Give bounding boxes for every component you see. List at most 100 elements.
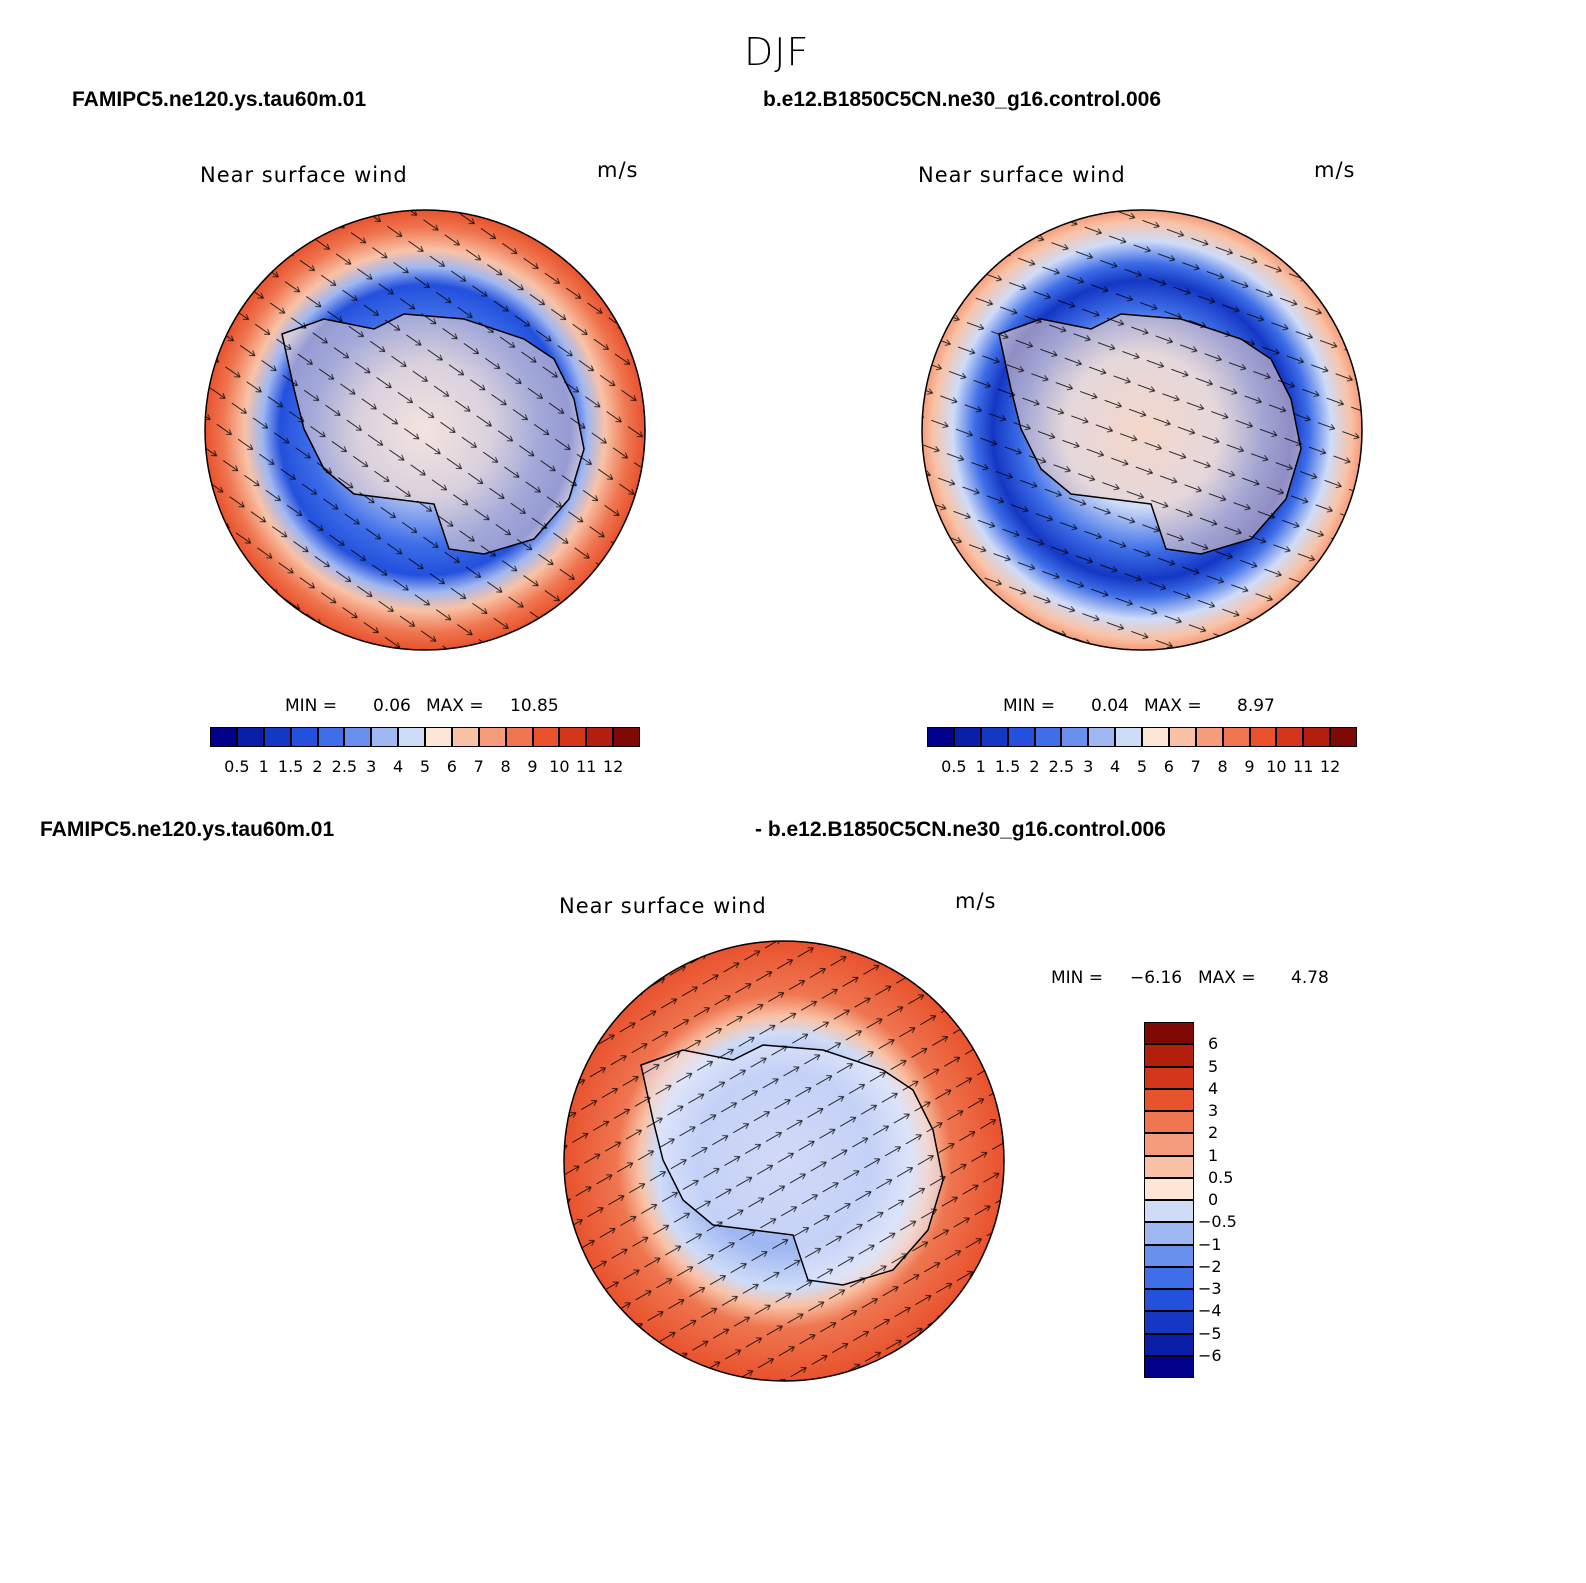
colorbar-swatch: [290, 727, 318, 747]
colorbar-tick-label: 1.5: [994, 757, 1021, 776]
colorbar-tick-label: 8: [500, 757, 511, 776]
colorbar-tick-label: 0.5: [1208, 1167, 1234, 1187]
colorbar-swatch: [1144, 1066, 1194, 1089]
panel1-case-name: FAMIPC5.ne120.ys.tau60m.01: [72, 88, 367, 111]
panel2-units-label: m/s: [1314, 158, 1356, 182]
colorbar-swatch: [1115, 727, 1142, 747]
colorbar-swatch: [1034, 727, 1062, 747]
colorbar-swatch: [1144, 1088, 1194, 1111]
colorbar-swatch: [1144, 1177, 1194, 1200]
colorbar-swatch: [1168, 727, 1196, 747]
colorbar-tick-label: 5: [1208, 1056, 1219, 1076]
panel1-polar-map: [204, 209, 646, 651]
colorbar-swatch: [953, 727, 981, 747]
colorbar-tick-label: 4: [1208, 1078, 1219, 1098]
colorbar-tick-label: 2.5: [331, 757, 358, 776]
panel1-max-label: MAX =: [426, 696, 484, 716]
colorbar-swatch: [1142, 727, 1169, 747]
colorbar-swatch: [344, 727, 372, 747]
colorbar-swatch: [371, 727, 399, 747]
colorbar-swatch: [1276, 727, 1304, 747]
colorbar-tick-label: 3: [1083, 757, 1094, 776]
colorbar-swatch: [1144, 1244, 1194, 1267]
colorbar-swatch: [1330, 727, 1357, 747]
colorbar-tick-label: −6: [1198, 1345, 1222, 1365]
colorbar-tick-label: 1: [1208, 1145, 1219, 1165]
colorbar-swatch: [1007, 727, 1035, 747]
colorbar-tick-label: 6: [1163, 757, 1174, 776]
panel1-units-label: m/s: [597, 158, 639, 182]
panel2-colorbar-ticks: 0.5 1 1.5 2 2.5 3 4 5 6 7 8 9 10 11 12: [927, 757, 1357, 777]
colorbar-tick-label: 12: [1319, 757, 1341, 776]
colorbar-swatch: [210, 727, 237, 747]
colorbar-swatch: [613, 727, 640, 747]
colorbar-tick-label: −2: [1198, 1256, 1222, 1276]
colorbar-swatch: [559, 727, 587, 747]
colorbar-tick-label: 9: [527, 757, 538, 776]
colorbar-tick-label: 3: [366, 757, 377, 776]
colorbar-swatch: [451, 727, 479, 747]
colorbar-tick-label: 6: [1208, 1034, 1219, 1054]
panel3-units-label: m/s: [955, 889, 997, 913]
colorbar-tick-label: 6: [446, 757, 457, 776]
colorbar-swatch: [1144, 1355, 1194, 1378]
panel1-min-value: 0.06: [373, 696, 411, 716]
panel3-min-label: MIN =: [1051, 968, 1104, 988]
colorbar-swatch: [1144, 1289, 1194, 1312]
panel2-colorbar: [927, 727, 1357, 747]
colorbar-swatch: [1144, 1111, 1194, 1134]
panel1-variable-label: Near surface wind: [200, 163, 408, 187]
colorbar-tick-label: −5: [1198, 1323, 1222, 1343]
colorbar-swatch: [1195, 727, 1223, 747]
colorbar-swatch: [1144, 1266, 1194, 1289]
panel1-max-value: 10.85: [510, 696, 559, 716]
colorbar-tick-label: −4: [1198, 1301, 1222, 1321]
colorbar-tick-label: 5: [419, 757, 431, 776]
colorbar-swatch: [1061, 727, 1089, 747]
panel1-colorbar: [210, 727, 640, 747]
colorbar-swatch: [1249, 727, 1277, 747]
colorbar-swatch: [1144, 1222, 1194, 1245]
panel3-max-value: 4.78: [1291, 968, 1329, 988]
colorbar-swatch: [1144, 1333, 1194, 1356]
colorbar-swatch: [1144, 1155, 1194, 1178]
panel3-max-label: MAX =: [1198, 968, 1256, 988]
panel3-case-name-a: FAMIPC5.ne120.ys.tau60m.01: [40, 818, 335, 841]
colorbar-tick-label: 9: [1244, 757, 1255, 776]
colorbar-tick-label: 3: [1208, 1101, 1219, 1120]
colorbar-swatch: [586, 727, 614, 747]
colorbar-tick-label: 10: [549, 757, 570, 776]
panel1-min-label: MIN =: [285, 696, 338, 716]
colorbar-swatch: [1303, 727, 1331, 747]
colorbar-swatch: [505, 727, 533, 747]
colorbar-swatch: [1222, 727, 1250, 747]
colorbar-swatch: [425, 727, 452, 747]
colorbar-tick-label: 1: [258, 757, 269, 776]
colorbar-swatch: [980, 727, 1008, 747]
panel2-min-label: MIN =: [1003, 696, 1056, 716]
colorbar-swatch: [478, 727, 506, 747]
panel3-min-value: −6.16: [1130, 968, 1183, 988]
colorbar-tick-label: 4: [1110, 757, 1121, 776]
colorbar-tick-label: 0: [1208, 1190, 1219, 1209]
colorbar-tick-label: 1.5: [277, 757, 304, 776]
panel2-max-value: 8.97: [1237, 696, 1275, 716]
colorbar-tick-label: 0.5: [941, 757, 967, 776]
panel2-polar-map: [921, 209, 1363, 651]
panel3-variable-label: Near surface wind: [559, 894, 767, 918]
colorbar-tick-label: −1: [1198, 1234, 1222, 1254]
colorbar-tick-label: 8: [1217, 757, 1228, 776]
colorbar-tick-label: 2: [312, 757, 323, 776]
colorbar-tick-label: 7: [1190, 757, 1201, 776]
panel2-variable-label: Near surface wind: [918, 163, 1126, 187]
panel2-case-name: b.e12.B1850C5CN.ne30_g16.control.006: [763, 88, 1162, 111]
figure-title: DJF: [744, 30, 810, 74]
colorbar-tick-label: 11: [1293, 757, 1314, 776]
colorbar-tick-label: 2: [1208, 1123, 1219, 1143]
colorbar-swatch: [398, 727, 425, 747]
colorbar-tick-label: 4: [393, 757, 404, 776]
panel1-colorbar-ticks: 0.5 1 1.5 2 2.5 3 4 5 6 7 8 9 10 11 12: [210, 757, 640, 777]
colorbar-tick-label: 1: [975, 757, 986, 776]
panel2-max-label: MAX =: [1144, 696, 1202, 716]
colorbar-swatch: [1144, 1200, 1194, 1223]
